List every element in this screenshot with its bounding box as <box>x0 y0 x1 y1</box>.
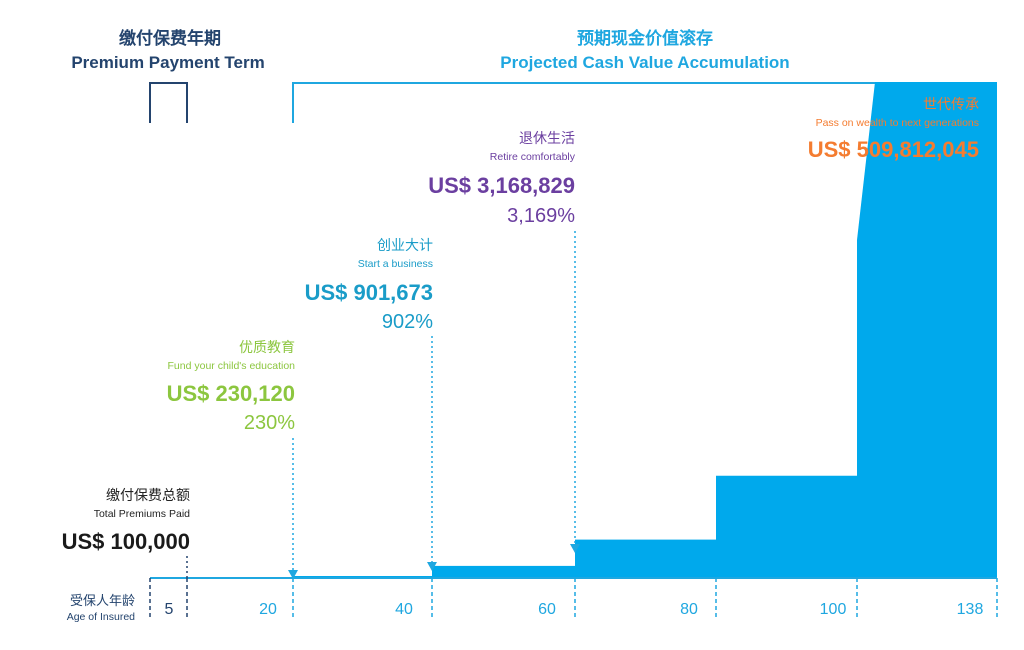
age-tick-label: 138 <box>956 601 984 618</box>
premium-term-bracket <box>149 82 188 123</box>
age-tick-label: 60 <box>538 601 556 618</box>
cash-value-bars <box>293 82 997 578</box>
pointer-arrow <box>570 544 580 553</box>
cash-value-title-cn: 预期现金价值滚存 <box>577 29 713 48</box>
age-tick-label: 40 <box>395 601 413 618</box>
retirement-percent: 3,169% <box>507 205 575 227</box>
pointer-arrow <box>288 570 298 579</box>
age-axis-label-cn: 受保人年龄 <box>69 593 135 608</box>
cash-value-bar <box>432 565 575 578</box>
legacy-label-cn: 世代传承 <box>923 96 979 112</box>
age-tick-label: 5 <box>164 601 174 618</box>
total-premiums-cn: 缴付保费总额 <box>106 487 190 503</box>
cash-value-bar <box>716 475 857 578</box>
education-amount: US$ 230,120 <box>166 381 295 406</box>
business-label-en: Start a business <box>357 258 433 270</box>
education-label-cn: 优质教育 <box>239 339 295 355</box>
milestone-pointers <box>186 231 580 579</box>
total-premiums-amount: US$ 100,000 <box>61 529 190 554</box>
term-brackets <box>149 82 875 123</box>
retirement-label-en: Retire comfortably <box>489 151 575 163</box>
legacy-amount: US$ 509,812,045 <box>807 137 979 162</box>
age-tick-label: 20 <box>259 601 277 618</box>
age-tick-label: 80 <box>680 601 698 618</box>
business-amount: US$ 901,673 <box>304 280 433 305</box>
retirement-amount: US$ 3,168,829 <box>428 173 575 198</box>
age-axis <box>149 577 998 620</box>
cash-value-title-en: Projected Cash Value Accumulation <box>500 53 790 72</box>
age-axis-label-en: Age of Insured <box>66 611 135 623</box>
legacy-label-en: Pass on wealth to next generations <box>815 117 979 129</box>
cash-value-bar <box>575 539 716 578</box>
cash-value-bracket <box>292 82 875 123</box>
retirement-label-cn: 退休生活 <box>519 130 575 146</box>
premium-term-title-cn: 缴付保费年期 <box>119 29 221 48</box>
age-tick-label: 100 <box>819 601 847 618</box>
cash-value-bar <box>857 82 997 578</box>
premium-term-title-en: Premium Payment Term <box>71 53 265 72</box>
education-percent: 230% <box>243 412 295 434</box>
business-label-cn: 创业大计 <box>377 237 433 253</box>
business-percent: 902% <box>381 311 433 333</box>
education-label-en: Fund your child's education <box>167 360 296 372</box>
pointer-arrow <box>427 562 437 571</box>
total-premiums-en: Total Premiums Paid <box>93 508 190 520</box>
